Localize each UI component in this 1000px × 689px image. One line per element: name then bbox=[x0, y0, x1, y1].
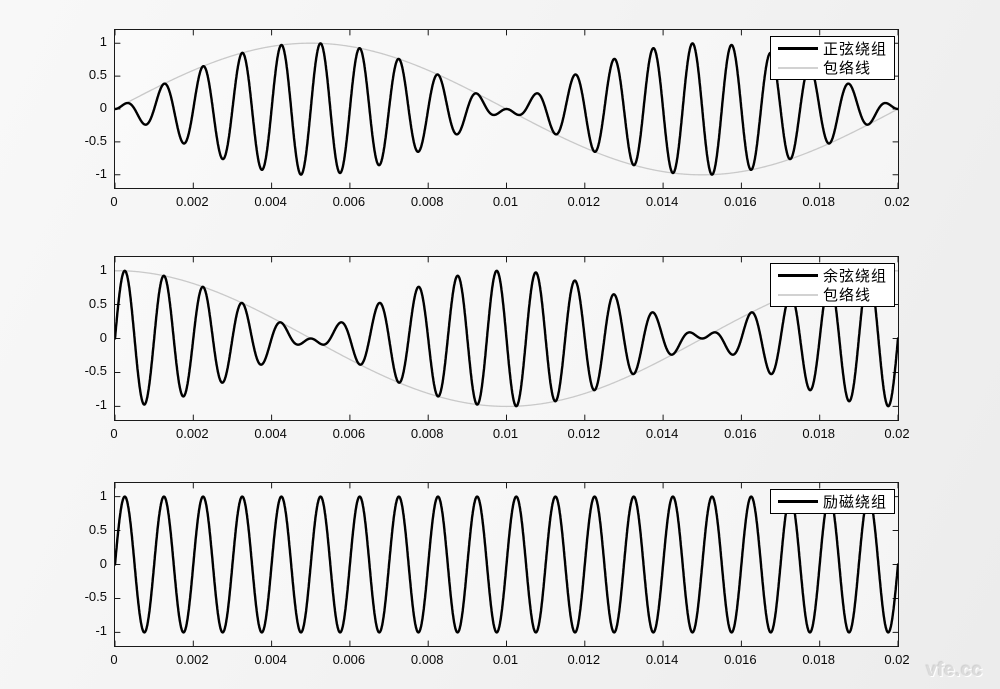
envelope-line bbox=[115, 269, 898, 408]
legend-box: 励磁绕组 bbox=[769, 489, 895, 514]
legend-line-sample bbox=[777, 293, 818, 296]
y-tick-label: 0.5 bbox=[88, 67, 107, 83]
site-watermark: vfe.cc bbox=[926, 660, 983, 681]
x-tick-label: 0.008 bbox=[410, 426, 444, 441]
x-tick-label: 0.008 bbox=[410, 652, 444, 667]
legend-label: 励磁绕组 bbox=[822, 494, 887, 511]
x-tick-label: 0.002 bbox=[176, 194, 209, 209]
x-tick-label: 0 bbox=[110, 426, 118, 441]
y-tick-label: 1 bbox=[99, 261, 107, 277]
axes-box: 励磁绕组 bbox=[114, 482, 899, 647]
waveform-plot bbox=[115, 257, 898, 420]
x-tick-label: 0.014 bbox=[645, 194, 679, 209]
x-tick-label: 0.006 bbox=[332, 426, 366, 441]
x-tick-label: 0.02 bbox=[884, 194, 910, 209]
y-tick-label: 0.5 bbox=[88, 521, 107, 537]
x-tick-label: 0.01 bbox=[492, 652, 519, 667]
legend-box: 余弦绕组 包络线 bbox=[769, 263, 895, 307]
x-tick-label: 0.02 bbox=[884, 426, 910, 441]
axes-box: 正弦绕组 包络线 bbox=[114, 29, 899, 189]
x-tick-label: 0 bbox=[110, 194, 118, 209]
x-tick-label: 0.018 bbox=[802, 426, 835, 441]
axes-box: 余弦绕组 包络线 bbox=[114, 256, 899, 421]
x-tick-label: 0 bbox=[110, 652, 118, 667]
x-tick-label: 0.004 bbox=[254, 426, 287, 441]
x-tick-label: 0.016 bbox=[724, 194, 757, 209]
legend-label: 余弦绕组 bbox=[822, 268, 887, 285]
legend-label: 包络线 bbox=[822, 287, 871, 304]
x-tick-label: 0.008 bbox=[410, 194, 444, 209]
x-tick-label: 0.016 bbox=[724, 652, 757, 667]
signal-line bbox=[115, 269, 898, 408]
y-tick-label: -0.5 bbox=[84, 589, 107, 605]
x-tick-label: 0.004 bbox=[254, 652, 287, 667]
legend-entry: 正弦绕组 bbox=[777, 40, 887, 58]
x-tick-label: 0.014 bbox=[645, 652, 679, 667]
y-tick-label: 0.5 bbox=[88, 295, 107, 311]
x-tick-label: 0.01 bbox=[492, 194, 519, 209]
y-tick-label: 1 bbox=[99, 34, 107, 50]
x-tick-label: 0.016 bbox=[724, 426, 757, 441]
legend-label: 正弦绕组 bbox=[822, 41, 887, 58]
x-tick-label: 0.012 bbox=[567, 652, 601, 667]
y-tick-label: -0.5 bbox=[84, 363, 107, 379]
x-tick-label: 0.02 bbox=[884, 652, 910, 667]
x-tick-label: 0.004 bbox=[254, 194, 287, 209]
waveform-plot bbox=[115, 483, 898, 646]
waveform-plot bbox=[115, 30, 898, 188]
legend-label: 包络线 bbox=[822, 60, 871, 77]
signal-line bbox=[115, 495, 898, 634]
x-tick-label: 0.002 bbox=[176, 426, 209, 441]
x-tick-label: 0.018 bbox=[802, 194, 835, 209]
legend-entry: 余弦绕组 bbox=[777, 267, 887, 285]
x-tick-label: 0.012 bbox=[567, 194, 601, 209]
tick-marks bbox=[115, 30, 898, 188]
y-tick-label: 0 bbox=[99, 329, 107, 345]
legend-entry: 包络线 bbox=[777, 59, 887, 77]
x-tick-label: 0.01 bbox=[492, 426, 519, 441]
y-tick-label: 1 bbox=[99, 487, 107, 503]
legend-line-sample bbox=[777, 66, 818, 69]
y-tick-label: -1 bbox=[95, 165, 107, 181]
x-tick-label: 0.006 bbox=[332, 652, 366, 667]
y-tick-label: -1 bbox=[95, 623, 107, 639]
y-tick-label: -1 bbox=[95, 397, 107, 413]
x-tick-label: 0.006 bbox=[332, 194, 366, 209]
y-tick-label: 0 bbox=[99, 100, 107, 115]
legend-line-sample bbox=[777, 47, 818, 50]
x-tick-label: 0.014 bbox=[645, 426, 679, 441]
legend-entry: 包络线 bbox=[777, 286, 887, 304]
legend-line-sample bbox=[777, 274, 818, 277]
signal-line bbox=[115, 42, 898, 176]
legend-entry: 励磁绕组 bbox=[777, 493, 887, 511]
x-tick-label: 0.012 bbox=[567, 426, 601, 441]
x-tick-label: 0.018 bbox=[802, 652, 835, 667]
y-tick-label: -0.5 bbox=[84, 132, 107, 148]
x-tick-label: 0.002 bbox=[176, 652, 209, 667]
y-tick-label: 0 bbox=[99, 555, 107, 571]
legend-box: 正弦绕组 包络线 bbox=[769, 36, 895, 80]
legend-line-sample bbox=[777, 500, 818, 503]
